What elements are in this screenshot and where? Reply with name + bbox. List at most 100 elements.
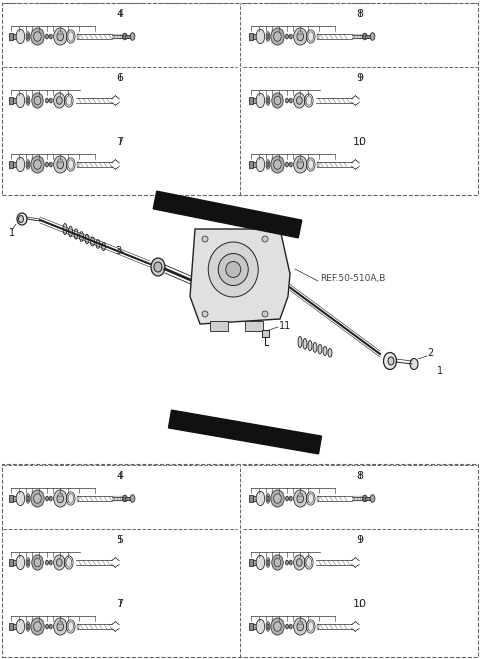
Ellipse shape	[286, 162, 288, 167]
Ellipse shape	[80, 231, 84, 241]
Ellipse shape	[286, 98, 288, 103]
Text: 7: 7	[117, 137, 123, 147]
Ellipse shape	[297, 97, 302, 104]
Ellipse shape	[16, 94, 24, 107]
Ellipse shape	[34, 96, 41, 105]
Text: 5: 5	[117, 535, 123, 545]
Ellipse shape	[68, 494, 73, 503]
Ellipse shape	[298, 337, 302, 347]
Bar	[9, 559, 13, 566]
Ellipse shape	[267, 496, 269, 501]
Ellipse shape	[130, 495, 135, 502]
Ellipse shape	[16, 492, 24, 505]
Ellipse shape	[57, 160, 64, 169]
Ellipse shape	[289, 162, 292, 167]
Ellipse shape	[46, 496, 48, 501]
Ellipse shape	[274, 621, 281, 631]
Ellipse shape	[297, 160, 304, 169]
Ellipse shape	[289, 560, 292, 565]
Ellipse shape	[297, 622, 304, 631]
Ellipse shape	[297, 559, 302, 566]
Text: 6: 6	[117, 73, 123, 83]
Ellipse shape	[308, 621, 313, 631]
Ellipse shape	[27, 496, 29, 501]
Text: 4: 4	[117, 471, 123, 481]
Ellipse shape	[57, 559, 62, 566]
Bar	[317, 496, 319, 501]
Bar	[13, 624, 16, 629]
Ellipse shape	[274, 32, 281, 42]
Bar	[317, 162, 319, 167]
Ellipse shape	[267, 161, 269, 167]
Ellipse shape	[218, 254, 248, 285]
Ellipse shape	[49, 624, 52, 629]
Ellipse shape	[298, 31, 303, 35]
Ellipse shape	[32, 93, 43, 108]
Ellipse shape	[294, 490, 307, 507]
Text: 1: 1	[437, 366, 443, 376]
Bar	[210, 321, 228, 331]
Ellipse shape	[294, 618, 307, 635]
Ellipse shape	[27, 161, 29, 167]
Ellipse shape	[46, 162, 48, 167]
Text: 8: 8	[357, 471, 363, 481]
Ellipse shape	[58, 493, 63, 497]
Ellipse shape	[49, 34, 52, 39]
Bar	[77, 624, 79, 629]
Ellipse shape	[256, 492, 264, 505]
Ellipse shape	[308, 159, 313, 169]
Ellipse shape	[294, 93, 305, 108]
Ellipse shape	[16, 30, 24, 43]
Ellipse shape	[289, 98, 292, 103]
Ellipse shape	[54, 618, 67, 635]
Ellipse shape	[294, 555, 305, 570]
Ellipse shape	[49, 162, 52, 167]
Bar	[2, 464, 478, 657]
Text: 8: 8	[357, 9, 363, 19]
Text: 9: 9	[357, 535, 363, 545]
Ellipse shape	[256, 556, 264, 569]
Ellipse shape	[32, 555, 43, 570]
Ellipse shape	[362, 495, 367, 501]
Ellipse shape	[58, 159, 63, 163]
Bar	[253, 624, 256, 629]
Ellipse shape	[34, 32, 41, 42]
Ellipse shape	[31, 618, 44, 635]
Bar	[9, 161, 13, 168]
Ellipse shape	[272, 555, 283, 570]
Text: 4: 4	[117, 9, 123, 19]
Bar	[249, 495, 253, 502]
Ellipse shape	[69, 226, 72, 237]
Ellipse shape	[303, 339, 307, 349]
Ellipse shape	[308, 32, 313, 42]
Ellipse shape	[297, 32, 304, 41]
Bar	[249, 161, 253, 168]
Ellipse shape	[34, 494, 41, 503]
Ellipse shape	[34, 558, 41, 567]
Ellipse shape	[370, 495, 375, 502]
Bar	[125, 35, 132, 38]
Ellipse shape	[313, 343, 317, 353]
Ellipse shape	[267, 98, 269, 103]
Bar	[77, 34, 79, 39]
Ellipse shape	[298, 493, 303, 497]
Ellipse shape	[256, 94, 264, 107]
Ellipse shape	[271, 156, 284, 173]
Text: 10: 10	[353, 599, 367, 609]
Ellipse shape	[31, 490, 44, 507]
Bar	[13, 560, 16, 565]
Ellipse shape	[31, 156, 44, 173]
Ellipse shape	[63, 223, 67, 235]
Polygon shape	[153, 191, 302, 238]
Bar	[77, 496, 79, 501]
Ellipse shape	[74, 229, 78, 239]
Bar	[253, 34, 256, 39]
Polygon shape	[168, 410, 322, 454]
Ellipse shape	[226, 262, 241, 277]
Ellipse shape	[46, 624, 48, 629]
Ellipse shape	[54, 93, 65, 108]
Ellipse shape	[267, 623, 269, 629]
Ellipse shape	[122, 33, 127, 40]
Text: 7: 7	[117, 599, 123, 609]
Ellipse shape	[27, 559, 29, 565]
